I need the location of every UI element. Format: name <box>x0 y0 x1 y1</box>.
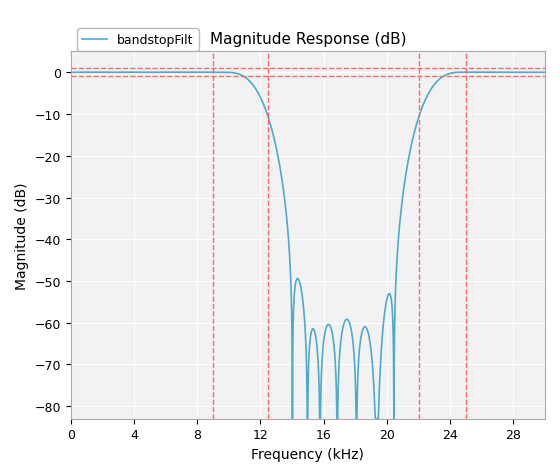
Legend: bandstopFilt: bandstopFilt <box>77 29 199 52</box>
bandstopFilt <box>410 135 417 140</box>
Title: Magnitude Response (dB): Magnitude Response (dB) <box>209 32 406 47</box>
bandstopFilt <box>67 70 74 76</box>
bandstopFilt <box>473 70 479 76</box>
bandstopFilt <box>209 70 216 76</box>
bandstopFilt <box>320 345 326 350</box>
bandstopFilt <box>542 70 548 76</box>
Y-axis label: Magnitude (dB): Magnitude (dB) <box>15 182 29 289</box>
bandstopFilt <box>289 416 296 422</box>
Line: bandstopFilt: bandstopFilt <box>71 73 545 419</box>
bandstopFilt <box>261 104 268 109</box>
bandstopFilt <box>162 70 169 76</box>
X-axis label: Frequency (kHz): Frequency (kHz) <box>251 447 365 461</box>
bandstopFilt <box>265 115 272 121</box>
